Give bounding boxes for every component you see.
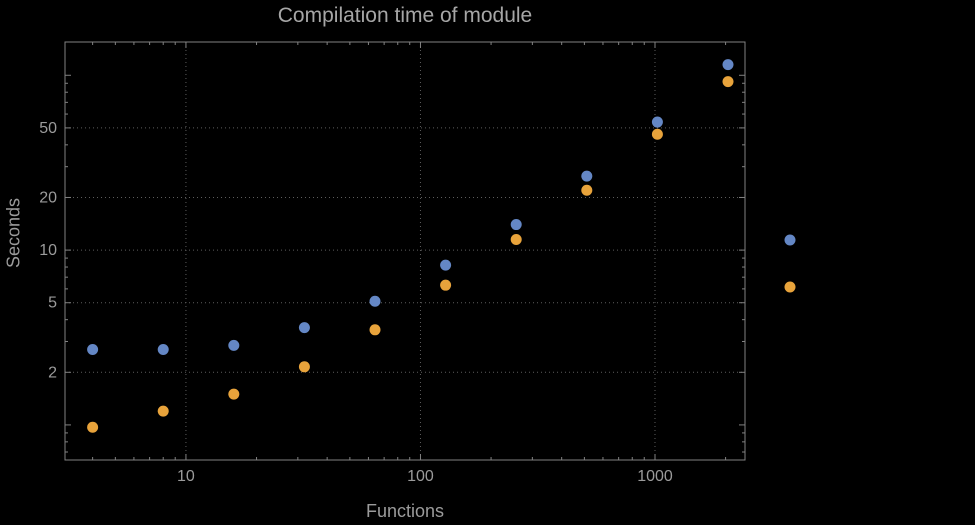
data-point-series2	[722, 76, 734, 88]
data-point-series1	[581, 170, 593, 182]
data-point-series1	[722, 59, 734, 71]
data-point-series2	[651, 128, 663, 140]
y-tick-label: 10	[39, 242, 57, 259]
data-point-series1	[510, 219, 522, 231]
data-point-series2	[510, 233, 522, 245]
data-point-series2	[440, 279, 452, 291]
x-tick-label: 1000	[637, 468, 673, 485]
y-tick-label: 5	[48, 295, 57, 312]
chart-title: Compilation time of module	[277, 4, 533, 27]
data-point-series2	[228, 388, 240, 400]
data-point-series2	[298, 361, 310, 373]
data-point-series2	[87, 421, 99, 433]
data-point-series2	[369, 324, 381, 336]
data-point-series1	[157, 344, 169, 356]
plot-frame	[64, 41, 746, 461]
data-point-series1	[298, 322, 310, 334]
data-point-series1	[228, 339, 240, 351]
data-point-series2	[581, 184, 593, 196]
y-tick-label: 2	[48, 364, 57, 381]
x-axis-label: Functions	[365, 501, 445, 521]
data-point-series2	[157, 405, 169, 417]
y-axis-label: Seconds	[3, 197, 24, 269]
y-tick-label: 50	[39, 120, 57, 137]
y-tick-label: 20	[39, 189, 57, 206]
data-point-series1	[651, 116, 663, 128]
legend-marker-series1	[784, 234, 796, 246]
x-tick-label: 100	[407, 468, 434, 485]
legend-marker-series2	[784, 281, 796, 293]
data-point-series1	[87, 344, 99, 356]
data-point-series1	[369, 295, 381, 307]
x-tick-label: 10	[177, 468, 195, 485]
data-point-series1	[440, 259, 452, 271]
